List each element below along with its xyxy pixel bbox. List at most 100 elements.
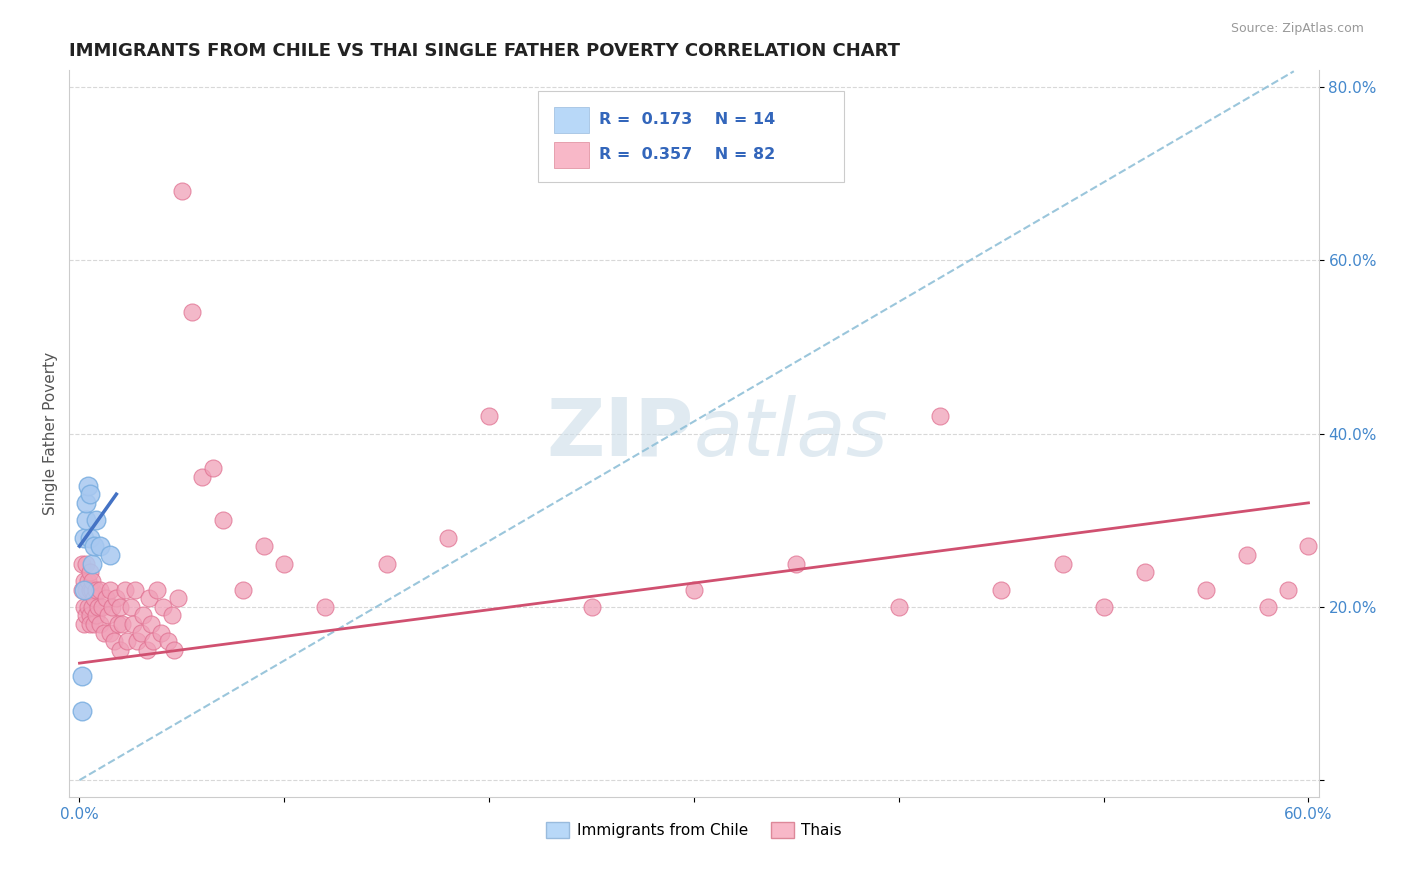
Point bbox=[125, 634, 148, 648]
Point bbox=[79, 582, 101, 597]
Point bbox=[89, 617, 111, 632]
Point bbox=[156, 634, 179, 648]
Point bbox=[191, 470, 214, 484]
Point bbox=[79, 608, 101, 623]
Legend: Immigrants from Chile, Thais: Immigrants from Chile, Thais bbox=[540, 816, 848, 845]
Point bbox=[136, 643, 159, 657]
Point bbox=[152, 599, 174, 614]
Point bbox=[124, 582, 146, 597]
Point bbox=[79, 617, 101, 632]
Text: ZIP: ZIP bbox=[547, 394, 695, 473]
Point bbox=[76, 574, 98, 588]
Point bbox=[160, 608, 183, 623]
Point bbox=[72, 617, 94, 632]
Point bbox=[75, 496, 97, 510]
Point bbox=[79, 565, 101, 579]
Text: atlas: atlas bbox=[695, 394, 889, 473]
Point bbox=[97, 608, 120, 623]
Y-axis label: Single Father Poverty: Single Father Poverty bbox=[44, 352, 58, 515]
Point bbox=[70, 582, 93, 597]
Point bbox=[72, 599, 94, 614]
Bar bbox=[554, 108, 589, 133]
Point bbox=[98, 625, 121, 640]
Point bbox=[170, 184, 193, 198]
Point bbox=[115, 634, 138, 648]
Point bbox=[253, 539, 276, 553]
Point bbox=[70, 704, 93, 718]
Point bbox=[1052, 557, 1074, 571]
Point bbox=[98, 582, 121, 597]
Point bbox=[990, 582, 1012, 597]
Point bbox=[181, 305, 204, 319]
Point bbox=[114, 582, 136, 597]
Point bbox=[1195, 582, 1218, 597]
Point bbox=[1236, 548, 1258, 562]
Point bbox=[91, 599, 114, 614]
Point bbox=[84, 608, 107, 623]
Point bbox=[79, 487, 101, 501]
Point bbox=[201, 461, 224, 475]
Point bbox=[1298, 539, 1320, 553]
Point bbox=[89, 539, 111, 553]
Point bbox=[98, 548, 121, 562]
Point bbox=[76, 478, 98, 492]
Point bbox=[1277, 582, 1299, 597]
Point bbox=[928, 409, 950, 424]
Point bbox=[141, 617, 163, 632]
Point bbox=[76, 599, 98, 614]
Text: IMMIGRANTS FROM CHILE VS THAI SINGLE FATHER POVERTY CORRELATION CHART: IMMIGRANTS FROM CHILE VS THAI SINGLE FAT… bbox=[69, 42, 900, 60]
Point bbox=[166, 591, 188, 606]
Text: R =  0.357    N = 82: R = 0.357 N = 82 bbox=[599, 147, 775, 162]
Point bbox=[232, 582, 254, 597]
Point bbox=[75, 557, 97, 571]
Point bbox=[94, 591, 117, 606]
Point bbox=[84, 513, 107, 527]
Bar bbox=[554, 143, 589, 168]
Point bbox=[785, 557, 807, 571]
Point bbox=[581, 599, 603, 614]
Point bbox=[101, 599, 124, 614]
Point bbox=[375, 557, 398, 571]
Point bbox=[150, 625, 173, 640]
Point bbox=[138, 591, 160, 606]
Point bbox=[212, 513, 235, 527]
Point bbox=[75, 513, 97, 527]
Point bbox=[87, 599, 110, 614]
Point bbox=[103, 634, 125, 648]
Point bbox=[129, 625, 152, 640]
Point bbox=[75, 582, 97, 597]
Point bbox=[83, 539, 105, 553]
Point bbox=[314, 599, 336, 614]
Point bbox=[83, 591, 105, 606]
Point bbox=[683, 582, 706, 597]
Point bbox=[437, 531, 460, 545]
Point bbox=[1257, 599, 1279, 614]
Point bbox=[89, 582, 111, 597]
Point bbox=[120, 599, 142, 614]
Point bbox=[478, 409, 501, 424]
Text: Source: ZipAtlas.com: Source: ZipAtlas.com bbox=[1230, 22, 1364, 36]
Point bbox=[1133, 565, 1156, 579]
Point bbox=[146, 582, 169, 597]
Point bbox=[75, 608, 97, 623]
Point bbox=[72, 574, 94, 588]
Point bbox=[72, 531, 94, 545]
Point bbox=[273, 557, 295, 571]
Text: R =  0.173    N = 14: R = 0.173 N = 14 bbox=[599, 112, 775, 128]
Point bbox=[84, 582, 107, 597]
Point bbox=[1092, 599, 1115, 614]
Point bbox=[93, 625, 115, 640]
Point bbox=[121, 617, 143, 632]
Point bbox=[110, 599, 132, 614]
Point bbox=[70, 669, 93, 683]
Point bbox=[887, 599, 910, 614]
Point bbox=[163, 643, 186, 657]
Point bbox=[72, 582, 94, 597]
Point bbox=[79, 531, 101, 545]
Point bbox=[80, 582, 103, 597]
Point bbox=[105, 591, 128, 606]
Point bbox=[83, 617, 105, 632]
Point bbox=[80, 599, 103, 614]
Point bbox=[80, 574, 103, 588]
Point bbox=[107, 617, 129, 632]
